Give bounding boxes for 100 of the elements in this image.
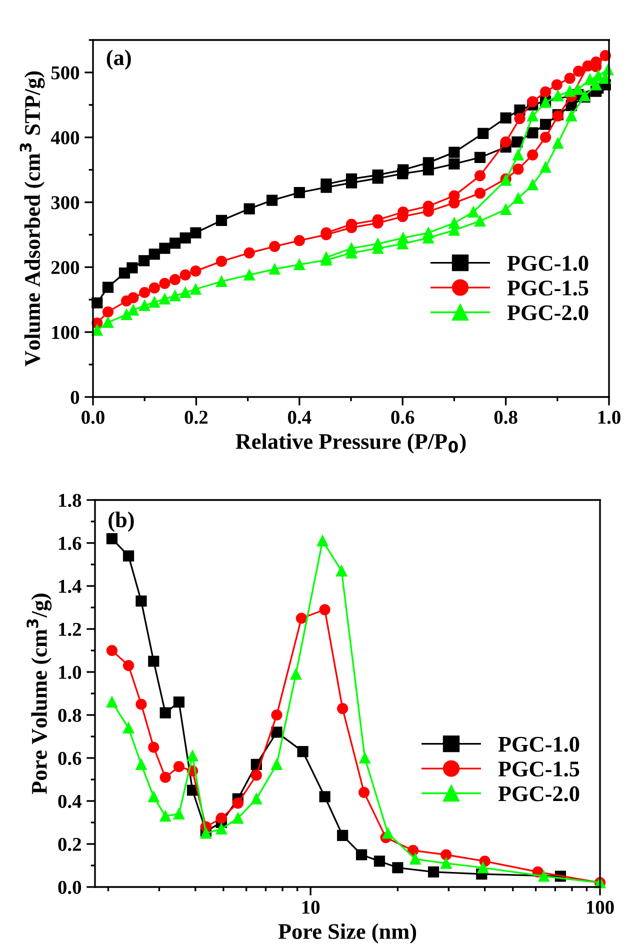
point: [102, 316, 114, 328]
point: [592, 70, 604, 82]
y-tick-label: 0.0: [58, 880, 82, 894]
y-tick-label: 200: [51, 261, 80, 274]
point: [190, 284, 202, 295]
point: [269, 240, 280, 252]
point: [102, 282, 114, 293]
point: [320, 252, 332, 263]
point: [540, 132, 552, 143]
point: [552, 138, 564, 149]
legend-label: PGC-2.0: [507, 305, 588, 320]
point: [500, 112, 512, 124]
x-axis-title: Pore Size (nm): [278, 923, 416, 944]
point: [478, 128, 489, 140]
point: [190, 227, 202, 238]
point: [244, 247, 255, 258]
point: [120, 309, 132, 320]
y-axis-title: Volume Adsorbed (cm$^{3}$ STP/g): [20, 71, 45, 366]
point: [448, 146, 460, 158]
x-tick-label: 10: [302, 900, 320, 914]
point: [398, 164, 409, 176]
point: [474, 188, 486, 199]
y-tick-label: 1.2: [59, 622, 81, 636]
point: [159, 242, 170, 254]
y-tick-label: 1.8: [59, 494, 82, 508]
point: [566, 110, 577, 122]
point: [180, 269, 191, 281]
point: [169, 238, 181, 249]
point: [512, 149, 524, 160]
y-tick-label: 0.4: [58, 794, 82, 808]
y-tick-label: 1.4: [59, 580, 82, 594]
y-tick-label: 500: [51, 66, 80, 80]
point: [372, 169, 384, 181]
point: [128, 292, 139, 304]
point: [148, 296, 160, 308]
point: [169, 290, 181, 302]
point: [500, 136, 512, 148]
point: [139, 286, 150, 298]
point: [216, 256, 228, 267]
point: [138, 255, 150, 266]
y-tick-label: 0.2: [58, 838, 81, 852]
point: [148, 282, 160, 294]
point: [139, 300, 150, 312]
point: [468, 206, 479, 218]
point: [573, 66, 584, 77]
point: [190, 266, 202, 277]
point: [474, 216, 486, 227]
point: [572, 84, 584, 95]
x-tick-label: 0.2: [184, 410, 208, 424]
point: [180, 232, 191, 244]
point: [584, 74, 596, 86]
point: [514, 112, 526, 124]
point: [527, 179, 538, 190]
point: [269, 264, 280, 275]
point: [159, 278, 170, 289]
point: [474, 170, 486, 182]
point: [527, 110, 538, 122]
point: [128, 304, 139, 316]
point: [148, 248, 160, 260]
point: [216, 214, 228, 226]
point: [422, 227, 434, 238]
point: [527, 127, 538, 138]
point: [244, 269, 255, 281]
point: [564, 72, 576, 84]
point: [512, 164, 524, 175]
point: [244, 203, 255, 214]
legend-label: PGC-1.5: [498, 762, 580, 777]
point: [500, 204, 512, 215]
point: [527, 149, 538, 160]
x-tick-label: 0.0: [82, 410, 104, 424]
point: [564, 86, 576, 97]
point: [422, 157, 434, 168]
legend-label: PGC-1.5: [507, 280, 588, 296]
point: [102, 306, 114, 318]
point: [294, 259, 305, 270]
point: [294, 235, 305, 246]
y-tick-label: 300: [51, 196, 80, 210]
point: [216, 276, 228, 288]
legend-label: PGC-1.0: [507, 256, 588, 271]
point: [266, 194, 278, 206]
point: [540, 86, 552, 98]
annotation: (a): [106, 50, 131, 70]
point: [474, 152, 486, 164]
point: [92, 324, 103, 336]
point: [448, 158, 460, 170]
y-axis-title: Pore Volume (cm$^{3}$/g): [26, 594, 52, 794]
point: [126, 262, 138, 274]
point: [169, 274, 181, 286]
y-tick-label: 100: [52, 326, 80, 340]
legend-label: PGC-2.0: [498, 786, 580, 802]
x-axis-title: Relative Pressure (P/P$_{0}$): [236, 433, 466, 454]
point: [512, 136, 523, 148]
y-tick-label: 0.6: [58, 752, 82, 766]
point: [512, 192, 524, 204]
point: [551, 79, 562, 90]
y-tick-label: 0.8: [58, 708, 82, 722]
x-tick-label: 0.8: [494, 410, 518, 424]
point: [372, 238, 384, 250]
point: [346, 242, 358, 254]
point: [320, 178, 332, 190]
